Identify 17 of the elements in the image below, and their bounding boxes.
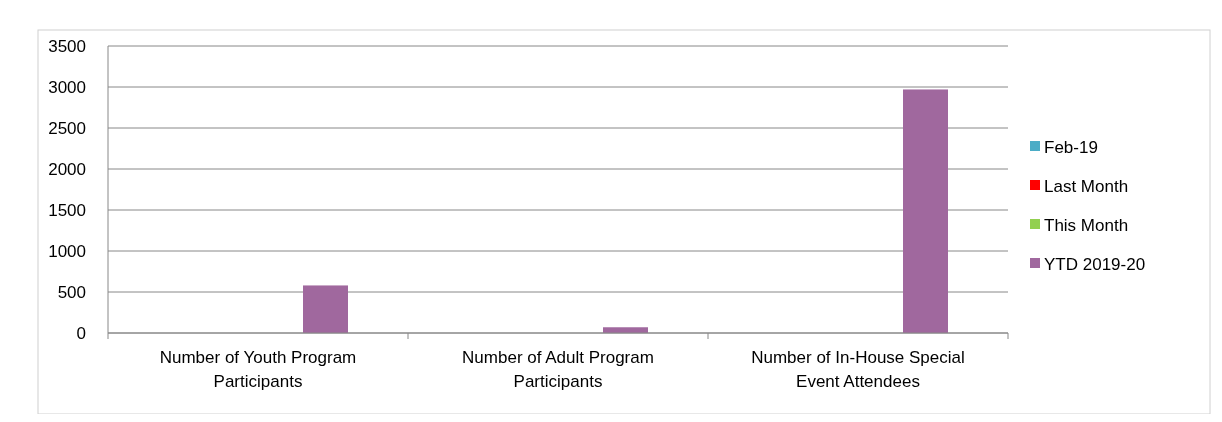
y-tick-label: 0 [76, 323, 86, 343]
x-tick-label: Number of In-House Special Event Attendees [751, 348, 965, 391]
y-tick-label: 3000 [48, 77, 86, 97]
bar [303, 285, 348, 333]
y-tick-label: 500 [57, 282, 86, 302]
y-tick-label: 2500 [48, 118, 86, 138]
bar [903, 89, 948, 333]
y-tick-label: 1000 [48, 241, 86, 261]
y-tick-label: 1500 [48, 200, 86, 220]
legend-label: Feb-19 [1044, 137, 1098, 157]
legend-label: Last Month [1044, 176, 1129, 196]
legend-label: YTD 2019-20 [1044, 254, 1146, 274]
legend-label: This Month [1044, 215, 1129, 235]
x-tick-label: Number of Youth Program Participants [159, 348, 357, 391]
x-tick-label: Number of Adult Program Participants [462, 348, 654, 391]
y-tick-label: 3500 [48, 36, 86, 56]
y-tick-label: 2000 [48, 159, 86, 179]
